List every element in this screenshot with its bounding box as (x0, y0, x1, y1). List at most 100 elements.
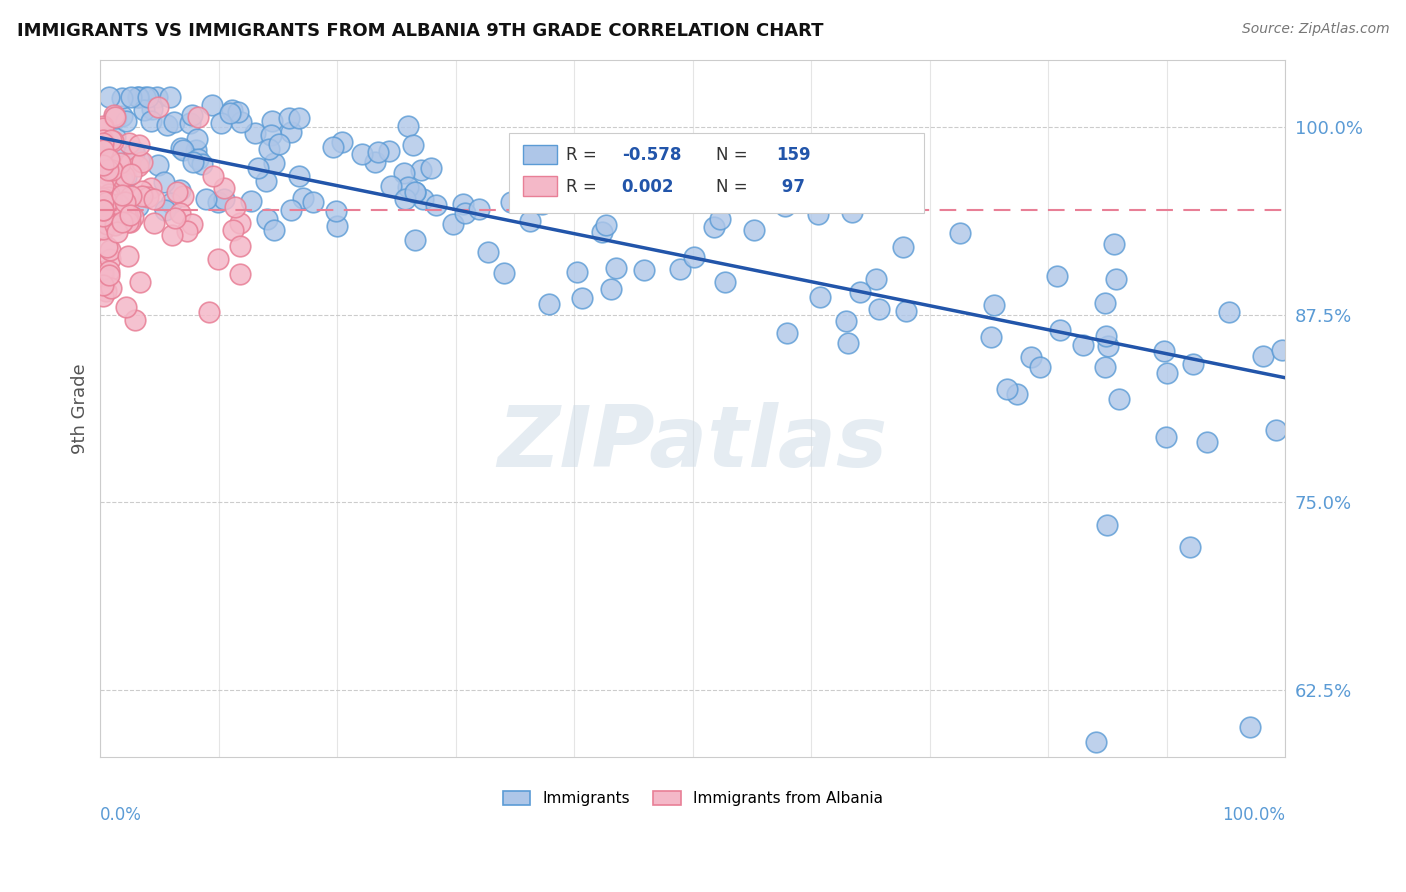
Point (129, 275, 152, 289)
Point (107, 197, 129, 211)
Point (111, 215, 134, 229)
Point (98, 264, 121, 278)
Point (139, 113, 162, 128)
Point (848, 285, 870, 300)
Point (209, 115, 232, 129)
Point (166, 185, 188, 199)
Point (891, 240, 914, 254)
Point (180, 217, 202, 231)
Point (1029, 360, 1052, 375)
Point (835, 314, 858, 328)
Point (179, 116, 201, 130)
Point (184, 143, 207, 157)
Point (107, 177, 129, 191)
Point (267, 136, 290, 151)
Text: ZIPatlas: ZIPatlas (498, 402, 887, 485)
Point (229, 115, 252, 129)
Point (114, 301, 136, 315)
Point (330, 135, 353, 149)
Point (776, 326, 799, 340)
Point (127, 90, 149, 104)
Point (1094, 359, 1116, 374)
Point (105, 172, 128, 186)
Point (453, 197, 475, 211)
Point (425, 197, 447, 211)
Point (537, 296, 560, 310)
Point (127, 159, 149, 173)
Point (111, 109, 134, 123)
Point (229, 267, 252, 281)
Point (115, 206, 138, 220)
Point (153, 202, 176, 217)
Point (114, 206, 136, 220)
Point (117, 249, 139, 263)
Point (98, 244, 121, 258)
Point (477, 245, 499, 260)
Point (120, 156, 142, 170)
Point (1102, 237, 1125, 252)
Point (91, 263, 114, 277)
Point (187, 152, 209, 166)
Text: 97: 97 (776, 178, 804, 195)
Point (288, 111, 311, 125)
Point (201, 169, 224, 183)
Point (91, 202, 114, 217)
Point (96, 151, 118, 165)
Point (980, 330, 1002, 344)
Point (1153, 343, 1175, 358)
Point (682, 250, 704, 264)
Point (97, 268, 120, 282)
Point (404, 185, 426, 199)
Point (122, 210, 145, 224)
Point (96, 194, 118, 209)
Point (118, 215, 141, 229)
Point (668, 262, 690, 277)
Point (169, 206, 191, 220)
Point (380, 178, 402, 193)
Point (1046, 268, 1069, 283)
Point (633, 263, 655, 277)
Point (142, 192, 165, 206)
Point (443, 217, 465, 231)
Point (633, 183, 655, 197)
Point (101, 135, 124, 149)
FancyBboxPatch shape (523, 145, 557, 164)
FancyBboxPatch shape (523, 176, 557, 195)
Point (214, 192, 236, 206)
Point (91, 119, 114, 133)
Point (224, 200, 246, 214)
Point (256, 211, 278, 226)
Point (91, 268, 114, 282)
Point (96, 217, 118, 231)
Point (97, 152, 120, 166)
Point (98, 153, 121, 168)
Point (229, 216, 252, 230)
Point (146, 100, 169, 114)
Point (402, 138, 425, 153)
Point (260, 114, 283, 128)
Point (118, 153, 141, 167)
Point (121, 188, 143, 202)
Point (595, 218, 617, 232)
Point (114, 205, 136, 219)
Point (152, 175, 174, 189)
Point (226, 105, 249, 120)
Point (115, 169, 138, 184)
Point (378, 145, 401, 159)
Point (807, 207, 830, 221)
Point (394, 192, 416, 206)
FancyBboxPatch shape (509, 133, 924, 213)
Point (176, 224, 198, 238)
Point (519, 214, 541, 228)
Point (91, 222, 114, 236)
Point (280, 203, 302, 218)
Point (1071, 338, 1094, 352)
Point (709, 212, 731, 227)
Point (1105, 271, 1128, 285)
Point (1019, 350, 1042, 364)
Point (136, 90, 159, 104)
Point (983, 298, 1005, 312)
Point (97, 190, 120, 204)
Point (134, 90, 156, 104)
Point (187, 110, 209, 124)
